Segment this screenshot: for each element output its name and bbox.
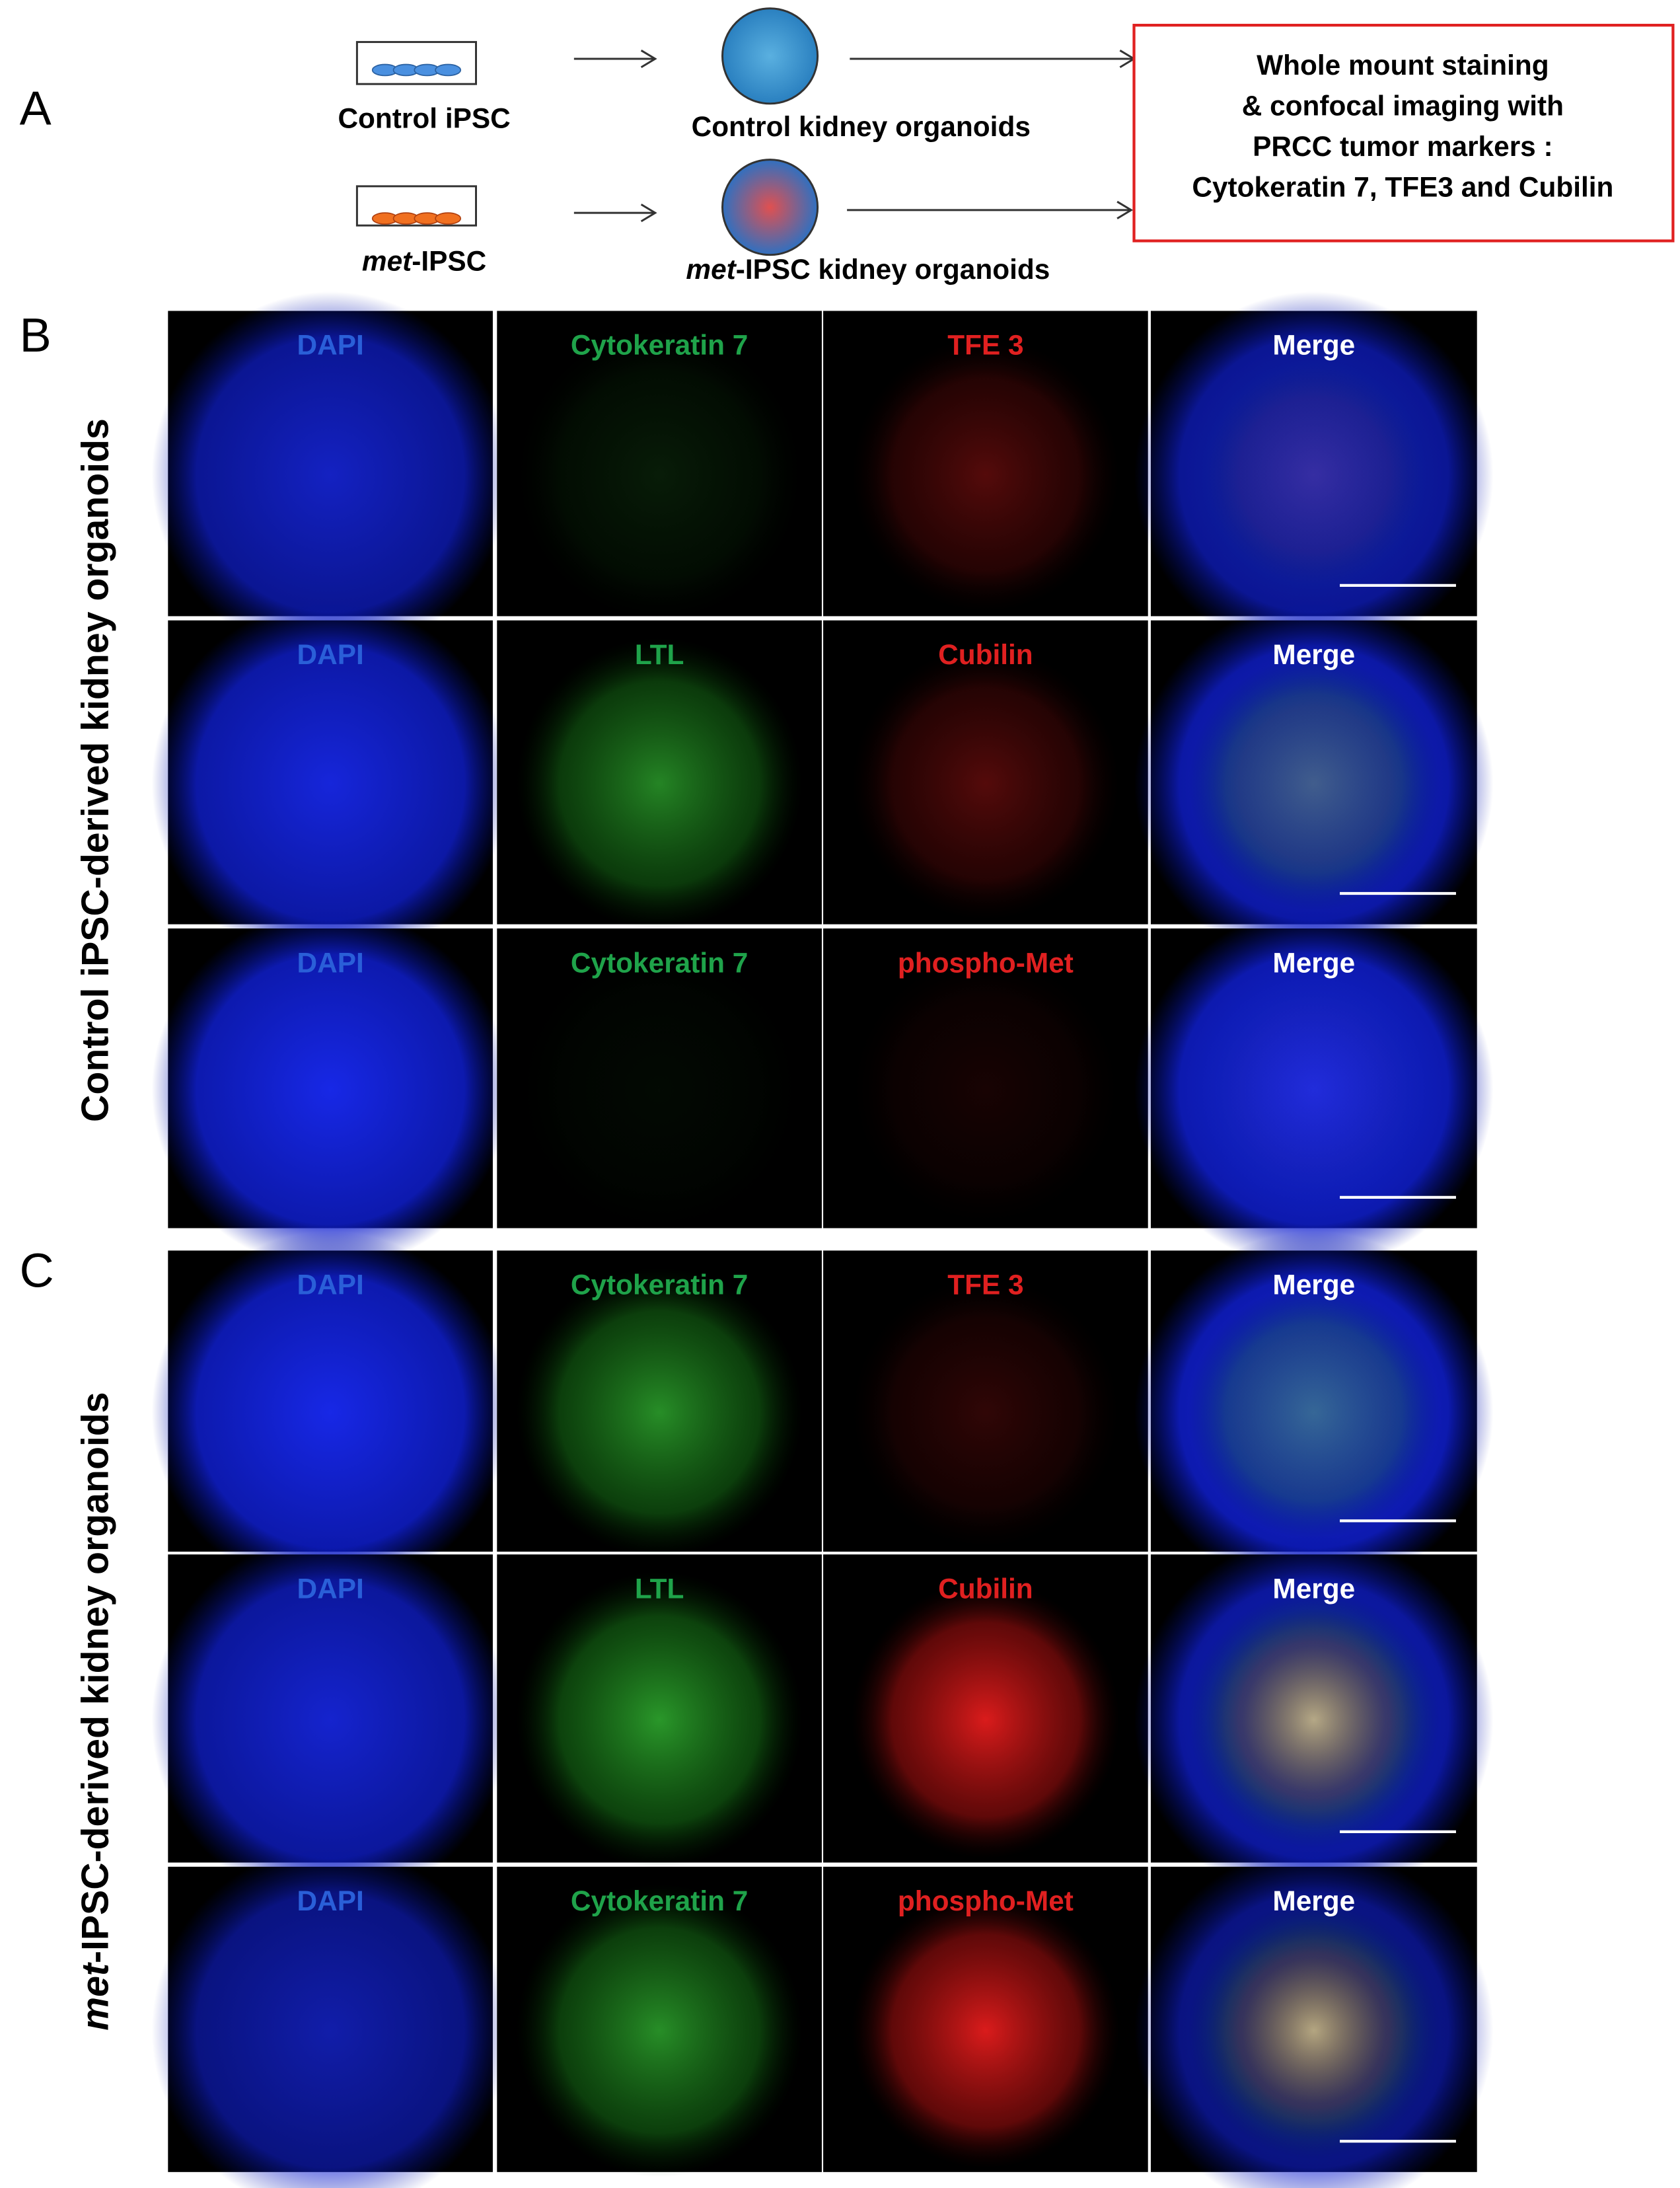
method-box <box>1132 24 1675 243</box>
stain <box>151 1847 509 2188</box>
stain <box>516 637 803 930</box>
stain <box>852 1277 1120 1548</box>
label: met-IPSC kidney organoids <box>686 254 1050 285</box>
side-label-italic: met <box>74 1962 116 2031</box>
stain <box>1206 981 1422 1197</box>
label-italic: met <box>362 246 413 277</box>
channel-label: Merge <box>1272 639 1355 670</box>
channel-label: LTL <box>635 639 684 670</box>
channel-label: Merge <box>1272 1573 1355 1604</box>
stain <box>516 1571 803 1868</box>
stain <box>151 1534 509 1905</box>
box-line: Whole mount staining <box>1257 50 1549 81</box>
stain <box>151 291 509 658</box>
channel-label: DAPI <box>297 1269 363 1301</box>
side-label: Control iPSC-derived kidney organoids <box>74 418 116 1122</box>
stain <box>516 946 803 1234</box>
channel-label: Cubilin <box>938 639 1033 670</box>
channel-label: Cubilin <box>938 1573 1033 1604</box>
stain <box>516 328 803 622</box>
panel-letter: A <box>20 83 52 135</box>
channel-label: phospho-Met <box>898 947 1074 978</box>
stain <box>1242 1645 1386 1794</box>
channel-label: Merge <box>1272 947 1355 978</box>
cells <box>371 63 462 77</box>
stain <box>151 909 509 1269</box>
box-line: Cytokeratin 7, TFE3 and Cubilin <box>1192 171 1613 202</box>
channel-label: DAPI <box>297 330 363 361</box>
stain <box>852 954 1120 1225</box>
channel-label: DAPI <box>297 1573 363 1604</box>
label-rest: -IPSC <box>412 246 486 277</box>
stain <box>151 601 509 966</box>
side-label: met-IPSC-derived kidney organoids <box>74 1392 116 2030</box>
channel-label: Cytokeratin 7 <box>571 330 748 361</box>
channel-label: DAPI <box>297 947 363 978</box>
channel-label: Merge <box>1272 330 1355 361</box>
stain <box>852 1893 1120 2168</box>
stain <box>516 1884 803 2177</box>
box-line: & confocal imaging with <box>1242 90 1564 121</box>
channel-label: DAPI <box>297 639 363 670</box>
stain <box>151 1231 509 1593</box>
label: Control kidney organoids <box>692 111 1031 142</box>
stain <box>1206 365 1422 585</box>
channel-label: Merge <box>1272 1269 1355 1301</box>
panel-letter: B <box>20 309 52 362</box>
label-italic: met <box>686 254 737 285</box>
channel-label: Cytokeratin 7 <box>571 1885 748 1916</box>
channel-label: DAPI <box>297 1885 363 1916</box>
channel-label: LTL <box>635 1573 684 1604</box>
channel-label: TFE 3 <box>947 1269 1023 1301</box>
stain <box>852 337 1120 613</box>
cells <box>371 212 462 225</box>
stain <box>852 1581 1120 1859</box>
stain <box>852 646 1120 921</box>
channel-label: phospho-Met <box>898 1885 1074 1916</box>
box-line: PRCC tumor markers : <box>1253 131 1552 162</box>
stain <box>1242 1957 1386 2104</box>
label: Control iPSC <box>338 102 510 133</box>
panel-letter: C <box>20 1244 54 1297</box>
side-label-rest: -IPSC-derived kidney organoids <box>74 1392 116 1963</box>
channel-label: Merge <box>1272 1885 1355 1916</box>
label-rest: -IPSC kidney organoids <box>736 254 1050 285</box>
stain <box>516 1267 803 1557</box>
channel-label: TFE 3 <box>947 330 1023 361</box>
label: met-IPSC <box>362 246 486 277</box>
stain <box>1206 674 1422 893</box>
stain <box>1206 1304 1422 1521</box>
channel-label: Cytokeratin 7 <box>571 1269 748 1301</box>
channel-label: Cytokeratin 7 <box>571 947 748 978</box>
